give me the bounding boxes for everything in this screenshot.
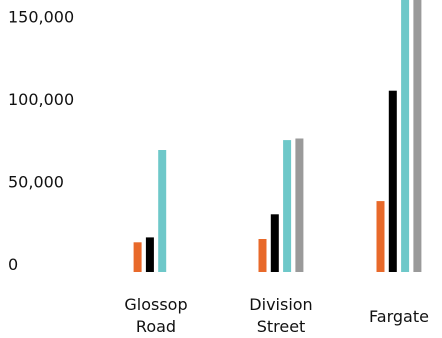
bar <box>133 242 142 272</box>
category-label-line: Division <box>249 295 312 314</box>
category-label-line: Fargate <box>369 307 429 326</box>
y-tick-label: 150,000 <box>8 7 74 26</box>
category-label-line: Road <box>136 317 176 336</box>
y-tick-label: 0 <box>8 255 18 274</box>
bar <box>295 138 304 272</box>
bar <box>145 237 154 272</box>
bar <box>283 140 292 272</box>
y-axis: 0 50,000 100,000 150,000 <box>8 7 74 273</box>
bar <box>413 0 422 272</box>
bar <box>401 0 410 272</box>
category-label: Glossop Road <box>124 295 187 336</box>
y-tick-label: 50,000 <box>8 172 64 191</box>
x-axis: Glossop Road Division Street Fargate <box>124 295 429 336</box>
category-label-line: Glossop <box>124 295 187 314</box>
bar <box>270 214 279 272</box>
bar <box>376 201 385 272</box>
bar <box>158 150 167 272</box>
bar <box>258 239 267 272</box>
category-label-line: Street <box>257 317 306 336</box>
category-label: Fargate <box>369 307 429 326</box>
bars <box>133 0 422 272</box>
bar <box>388 90 397 272</box>
y-tick-label: 100,000 <box>8 90 74 109</box>
category-label: Division Street <box>249 295 312 336</box>
